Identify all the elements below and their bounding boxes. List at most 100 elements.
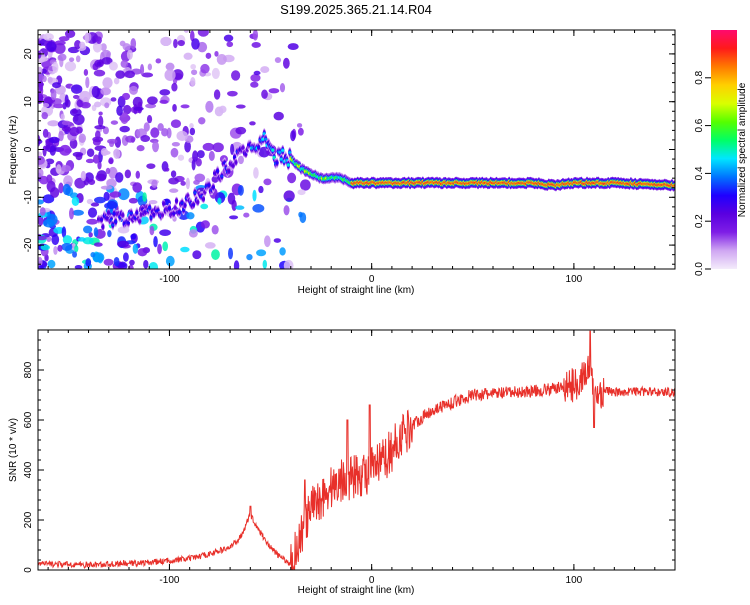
spectrogram-noise-cell xyxy=(95,36,102,44)
spectrogram-noise-cell xyxy=(162,241,169,252)
spectrogram-noise-cell xyxy=(231,70,241,81)
spectrogram-noise-cell xyxy=(39,175,49,185)
spectrogram-y-tick-label: -10 xyxy=(23,190,34,205)
spectrogram-noise-cell xyxy=(38,73,44,82)
spectrogram-x-axis-label: Height of straight line (km) xyxy=(298,285,415,296)
spectrogram-noise-cell xyxy=(170,170,177,178)
spectrogram-noise-cell xyxy=(86,148,95,157)
spectrogram-noise-cell xyxy=(176,130,188,142)
spectrogram-y-tick-label: -20 xyxy=(23,237,34,252)
spectrogram-ridge-cell xyxy=(193,191,197,194)
spectrogram-ridge-cell xyxy=(278,151,282,154)
spectrogram-noise-cell xyxy=(190,64,197,70)
spectrogram-ridge-cell xyxy=(177,210,181,214)
spectrogram-ridge-cell xyxy=(234,161,238,164)
spectrogram-ridge-cell xyxy=(220,175,224,178)
snr-x-tick-label: -100 xyxy=(159,575,179,586)
spectrogram-noise-cell xyxy=(141,72,154,78)
colorbar: 0.0 0.2 0.4 0.6 0.8 Normalized spectral ampl… xyxy=(694,30,748,276)
spectrogram-heatmap xyxy=(38,30,675,269)
spectrogram-ridge-cell xyxy=(271,148,275,152)
spectrogram-noise-cell xyxy=(274,57,282,63)
spectrogram-noise-cell xyxy=(60,164,72,172)
spectrogram-ridge-cell xyxy=(272,156,276,159)
spectrogram-noise-cell xyxy=(264,235,271,248)
spectrogram-ridge-cell xyxy=(180,201,184,205)
spectrogram-noise-cell xyxy=(108,157,114,165)
spectrogram-ridge-cell xyxy=(174,199,179,203)
spectrogram-noise-cell xyxy=(159,99,169,104)
colorbar-tick-label: 0.8 xyxy=(694,70,705,84)
spectrogram-noise-cell xyxy=(193,179,200,185)
spectrogram-noise-cell xyxy=(170,119,182,129)
spectrogram-noise-cell xyxy=(229,215,239,220)
spectrogram-noise-cell xyxy=(146,114,153,124)
spectrogram-y-axis-label: Frequency (Hz) xyxy=(8,116,19,185)
spectrogram-noise-cell xyxy=(159,229,171,237)
spectrogram-x-tick-label: 100 xyxy=(566,274,583,285)
spectrogram-ridge-cell xyxy=(191,203,196,207)
spectrogram-noise-cell xyxy=(74,264,83,269)
spectrogram-noise-cell xyxy=(185,177,190,190)
spectrogram-noise-cell xyxy=(43,219,55,228)
spectrogram-noise-cell xyxy=(92,41,102,53)
spectrogram-noise-cell xyxy=(113,256,120,267)
spectrogram-noise-cell xyxy=(133,106,144,111)
spectrogram-noise-cell xyxy=(228,247,234,260)
spectrogram-noise-cell xyxy=(92,136,104,143)
spectrogram-noise-cell xyxy=(157,243,162,255)
spectrogram-ridge-cell xyxy=(167,207,172,210)
colorbar-tick-label: 0.2 xyxy=(694,214,705,228)
spectrogram-noise-cell xyxy=(150,127,160,138)
spectrogram-noise-cell xyxy=(42,194,55,204)
spectrogram-noise-cell xyxy=(95,173,107,182)
spectrogram-noise-cell xyxy=(124,70,136,79)
spectrogram-ridge-cell xyxy=(173,206,177,209)
spectrogram-noise-cell xyxy=(192,150,199,162)
spectrogram-noise-cell xyxy=(71,196,80,207)
spectrogram-noise-cell xyxy=(253,167,259,179)
spectrogram-noise-cell xyxy=(140,63,145,76)
spectrogram-noise-cell xyxy=(47,120,60,127)
spectrogram-noise-cell xyxy=(102,77,113,89)
spectrogram-noise-cell xyxy=(54,43,66,54)
spectrogram-noise-cell xyxy=(200,220,210,229)
snr-x-axis-label: Height of straight line (km) xyxy=(298,585,415,596)
spectrogram-noise-cell xyxy=(72,113,85,125)
spectrogram-noise-cell xyxy=(198,117,206,125)
spectrogram-noise-cell xyxy=(62,235,73,245)
spectrogram-noise-cell xyxy=(191,159,196,171)
spectrogram-ridge-cell xyxy=(162,202,166,205)
spectrogram-noise-cell xyxy=(92,252,105,263)
spectrogram-noise-cell xyxy=(237,155,244,165)
spectrogram-noise-cell xyxy=(153,235,158,248)
spectrogram-y-tick-label: 20 xyxy=(23,48,34,60)
spectrogram-noise-cell xyxy=(143,259,149,269)
spectrogram-noise-cell xyxy=(132,243,139,254)
spectrogram-noise-cell xyxy=(252,204,265,213)
spectrogram-noise-cell xyxy=(72,209,84,216)
spectrogram-noise-cell xyxy=(246,253,253,261)
spectrogram-noise-cell xyxy=(38,168,44,178)
spectrogram-noise-cell xyxy=(85,76,90,89)
spectrogram-noise-cell xyxy=(59,144,72,156)
spectrogram-noise-cell xyxy=(299,212,307,224)
spectrogram-noise-cell xyxy=(212,142,224,153)
spectrogram-noise-cell xyxy=(205,52,212,59)
snr-y-tick-label: 600 xyxy=(23,411,34,428)
spectrogram-noise-cell xyxy=(214,50,219,57)
spectrogram-noise-cell xyxy=(50,88,57,101)
spectrogram-noise-cell xyxy=(77,237,86,242)
spectrogram-noise-cell xyxy=(297,189,306,196)
spectrogram-noise-cell xyxy=(189,123,194,129)
spectrogram-noise-cell xyxy=(71,109,78,114)
spectrogram-ridge-cell xyxy=(160,213,164,217)
spectrogram-ridge-cell xyxy=(227,170,231,173)
spectrogram-noise-cell xyxy=(94,125,106,130)
snr-axes: -100 0 100 0 200 400 600 800 xyxy=(23,329,676,586)
spectrogram-noise-cell xyxy=(85,158,95,164)
spectrogram-noise-cell xyxy=(191,69,198,76)
spectrogram-noise-cell xyxy=(188,229,198,238)
